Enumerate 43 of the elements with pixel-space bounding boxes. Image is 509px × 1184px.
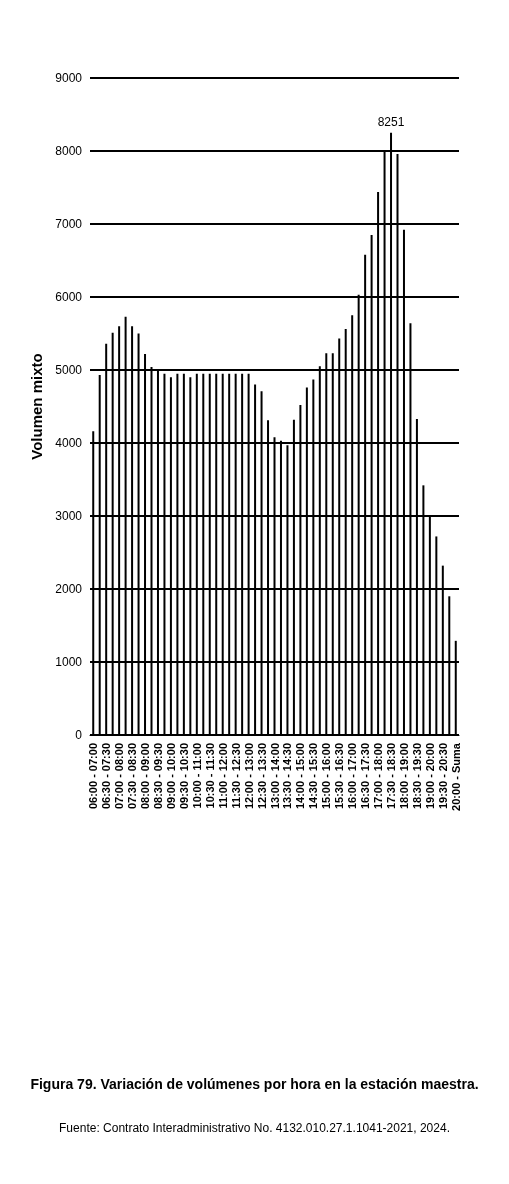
x-tick-label: 12:30 - 13:30 xyxy=(255,743,268,810)
x-tick-label: 15:30 - 16:30 xyxy=(333,743,346,810)
x-tick-label: 18:30 - 19:30 xyxy=(410,743,423,810)
text: Figura 79. Variación de volúmenes por hora en la estación maestra. xyxy=(30,1076,479,1092)
x-tick-label: 18:00 - 19:00 xyxy=(397,743,410,810)
x-tick-label: 06:30 - 07:30 xyxy=(100,743,113,810)
x-tick-label: 16:00 - 17:00 xyxy=(346,743,359,810)
y-tick-label: 7000 xyxy=(55,217,83,231)
x-tick-label: 16:30 - 17:30 xyxy=(359,743,372,810)
x-tick-label: 20:00 - Suma xyxy=(449,742,462,811)
x-tick-label: 12:00 - 13:00 xyxy=(242,743,255,810)
x-tick-label: 19:00 - 20:00 xyxy=(423,743,436,810)
x-tick-label: 06:00 - 07:00 xyxy=(87,743,100,810)
x-tick-label: 09:00 - 10:00 xyxy=(164,743,177,810)
x-tick-label: 15:00 - 16:00 xyxy=(320,743,333,810)
y-tick-label: 3000 xyxy=(55,509,83,523)
y-tick-label: 8000 xyxy=(55,144,83,158)
x-tick-label: 19:30 - 20:30 xyxy=(436,743,449,810)
x-tick-label: 08:30 - 09:30 xyxy=(151,743,164,810)
x-tick-label: 10:30 - 11:30 xyxy=(203,743,216,809)
x-tick-label: 13:30 - 14:30 xyxy=(281,743,294,810)
y-tick-label: 9000 xyxy=(55,71,83,85)
x-tick-label: 09:30 - 10:30 xyxy=(177,743,190,810)
x-tick-label: 14:00 - 15:00 xyxy=(294,743,307,810)
y-tick-label: 6000 xyxy=(55,290,83,304)
x-tick-label: 10:00 - 11:00 xyxy=(190,743,203,809)
x-tick-label: 11:30 - 12:30 xyxy=(229,743,242,809)
data-label: 8251 xyxy=(377,114,405,129)
y-tick-label: 1000 xyxy=(55,655,83,669)
x-tick-label: 14:30 - 15:30 xyxy=(307,743,320,810)
y-tick-label: 0 xyxy=(75,728,83,742)
y-tick-label: 4000 xyxy=(55,436,83,450)
x-tick-label: 07:00 - 08:00 xyxy=(113,743,126,810)
y-axis-title: Volumen mixto xyxy=(28,353,46,460)
x-tick-label: 17:30 - 18:30 xyxy=(385,743,398,810)
x-tick-label: 17:00 - 18:00 xyxy=(372,743,385,810)
source-note: Fuente: Contrato Interadministrativo No. 4132.010.27.1.1041-2021, 2024. xyxy=(59,1121,450,1135)
x-tick-label: 08:00 - 09:00 xyxy=(139,743,152,810)
x-tick-label: 13:00 - 14:00 xyxy=(268,743,281,810)
x-tick-label: 07:30 - 08:30 xyxy=(126,743,139,810)
y-tick-label: 5000 xyxy=(55,363,83,377)
y-tick-label: 2000 xyxy=(55,582,83,596)
x-tick-label: 11:00 - 12:00 xyxy=(216,743,229,809)
